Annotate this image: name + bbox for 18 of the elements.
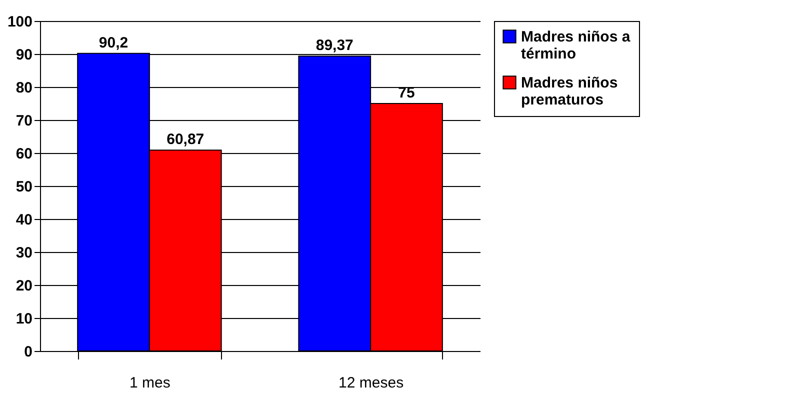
y-tick-label: 90: [16, 46, 32, 64]
y-tick-label: 0: [24, 344, 32, 360]
y-tick-label: 80: [16, 80, 32, 96]
legend-label: Madres niños prematuros: [521, 74, 618, 108]
y-tick-label: 50: [16, 178, 32, 196]
data-label: 90,2: [98, 34, 128, 52]
y-tick-label: 100: [7, 14, 32, 30]
x-tick-label: 1 mes: [130, 374, 170, 392]
y-tick-label: 40: [16, 212, 32, 228]
y-tick-label: 10: [16, 310, 32, 328]
y-tick-label: 70: [16, 112, 32, 130]
y-tick-label: 30: [16, 244, 32, 262]
data-label: 60,87: [166, 131, 204, 148]
data-label: 89,37: [316, 37, 354, 54]
y-tick-label: 20: [16, 278, 32, 294]
x-tick-label: 12 meses: [338, 374, 404, 392]
legend-label: Madres niños a término: [521, 28, 631, 62]
y-tick-label: 60: [16, 146, 32, 162]
